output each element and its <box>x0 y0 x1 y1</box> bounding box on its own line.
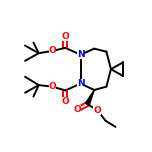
Text: N: N <box>77 50 84 59</box>
Text: O: O <box>93 106 101 115</box>
Text: O: O <box>49 82 56 91</box>
Text: N: N <box>77 79 84 88</box>
Text: O: O <box>62 32 69 41</box>
Text: O: O <box>49 46 56 55</box>
Text: O: O <box>74 105 81 114</box>
Polygon shape <box>85 90 94 105</box>
Text: O: O <box>62 97 69 106</box>
